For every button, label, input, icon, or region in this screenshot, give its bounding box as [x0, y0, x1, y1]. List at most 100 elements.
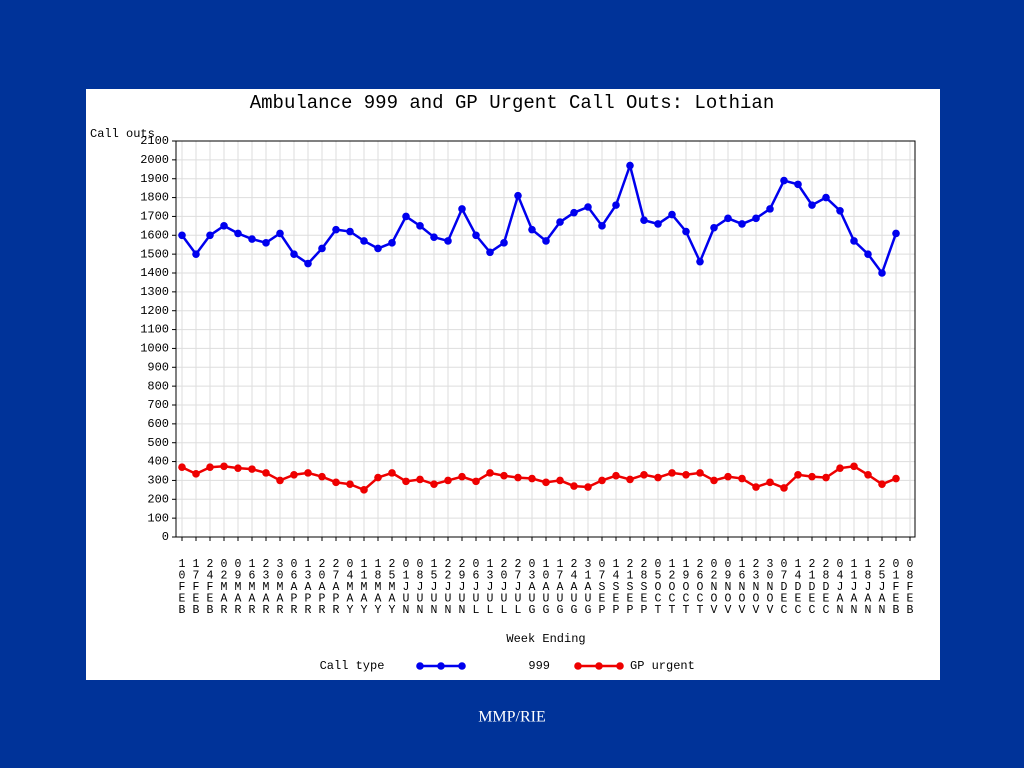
data-point: [430, 233, 438, 241]
x-tick-label: 13APR: [302, 558, 315, 616]
y-tick-label: 1400: [140, 266, 169, 280]
x-tick-label: 11MAY: [358, 558, 371, 616]
x-tick-label: 10FEB: [176, 558, 189, 616]
data-point: [514, 191, 522, 200]
legend-marker: [595, 662, 603, 670]
x-tick-label: 30MAR: [274, 558, 287, 616]
data-point: [752, 214, 760, 223]
x-tick-label: 27APR: [330, 558, 343, 616]
data-point: [500, 471, 508, 480]
y-tick-label: 400: [147, 455, 169, 469]
data-point: [584, 203, 592, 211]
x-tick-label: 07SEP: [596, 558, 609, 616]
legend-marker: [574, 662, 582, 670]
x-tick-label: 01FEB: [890, 558, 903, 616]
data-point: [234, 464, 242, 472]
y-tick-label: 1600: [140, 228, 169, 242]
y-tick-label: 1200: [140, 304, 169, 318]
data-point: [808, 201, 816, 209]
data-point: [178, 231, 186, 240]
x-tick-label: 14SEP: [610, 558, 623, 616]
data-point: [738, 220, 746, 228]
x-tick-label: 03AUG: [526, 558, 539, 616]
data-point: [668, 210, 676, 219]
data-point: [836, 464, 844, 472]
x-tick-label: 21DEC: [806, 558, 819, 616]
x-tick-label: 04JAN: [834, 558, 847, 616]
data-point: [626, 161, 634, 170]
data-point: [374, 473, 382, 482]
series-line: [181, 464, 897, 492]
y-tick-label: 600: [147, 417, 169, 431]
x-tick-label: 18JAN: [862, 558, 875, 616]
data-point: [612, 201, 620, 209]
data-point: [458, 205, 466, 213]
data-point: [766, 478, 774, 487]
y-tick-label: 800: [147, 379, 169, 393]
data-point: [710, 223, 718, 232]
data-point: [276, 229, 284, 238]
data-point: [360, 237, 368, 245]
data-point: [220, 462, 228, 471]
data-point: [290, 250, 298, 258]
data-point: [850, 462, 858, 471]
x-tick-label: 21SEP: [624, 558, 637, 616]
y-tick-label: 1100: [140, 323, 169, 337]
data-point: [416, 475, 424, 484]
x-tick-label: 16MAR: [246, 558, 259, 616]
data-point: [878, 269, 886, 277]
data-point: [892, 474, 900, 483]
y-tick-label: 1800: [140, 191, 169, 205]
data-point: [318, 472, 326, 481]
y-tick-label: 200: [147, 492, 169, 506]
data-point: [374, 244, 382, 253]
data-point: [234, 229, 242, 238]
data-point: [262, 239, 270, 247]
x-tick-label: 19OCT: [680, 558, 693, 616]
data-point: [892, 229, 900, 238]
y-tick-label: 1700: [140, 210, 169, 224]
x-tick-label: 13JUL: [484, 558, 497, 616]
x-tick-label: 26OCT: [694, 558, 707, 616]
data-point: [318, 244, 326, 253]
data-point: [332, 478, 340, 487]
data-point: [248, 465, 256, 473]
x-tick-label: 05OCT: [652, 558, 665, 616]
x-tick-label: 20JUL: [498, 558, 511, 616]
data-point: [584, 483, 592, 491]
data-point: [766, 205, 774, 213]
data-point: [654, 473, 662, 482]
x-tick-label: 23MAR: [260, 558, 273, 616]
x-tick-label: 28DEC: [820, 558, 833, 616]
x-tick-label: 23NOV: [750, 558, 763, 616]
data-point: [472, 477, 480, 486]
y-tick-label: 100: [147, 511, 169, 525]
data-point: [556, 476, 564, 485]
x-tick-label: 10AUG: [540, 558, 553, 616]
y-tick-label: 2000: [140, 153, 169, 167]
x-tick-label: 28SEP: [638, 558, 651, 616]
data-point: [486, 248, 494, 257]
data-point: [850, 237, 858, 245]
x-tick-label: 24AUG: [568, 558, 581, 616]
data-point: [192, 470, 200, 478]
x-tick-label: 02NOV: [708, 558, 721, 616]
data-point: [304, 469, 312, 477]
data-point: [332, 225, 340, 234]
legend-label: GP urgent: [630, 659, 695, 673]
data-point: [836, 206, 844, 215]
data-point: [486, 469, 494, 477]
data-point: [780, 484, 788, 492]
data-point: [192, 250, 200, 258]
x-tick-label: 17AUG: [554, 558, 567, 616]
data-point: [598, 222, 606, 230]
data-point: [430, 480, 438, 489]
y-tick-label: 1900: [140, 172, 169, 186]
x-tick-label: 07DEC: [778, 558, 791, 616]
data-point: [528, 474, 536, 483]
data-point: [682, 470, 690, 479]
x-tick-label: 09NOV: [722, 558, 735, 616]
data-point: [710, 476, 718, 485]
data-point: [360, 486, 368, 494]
x-tick-label: 11JAN: [848, 558, 861, 616]
